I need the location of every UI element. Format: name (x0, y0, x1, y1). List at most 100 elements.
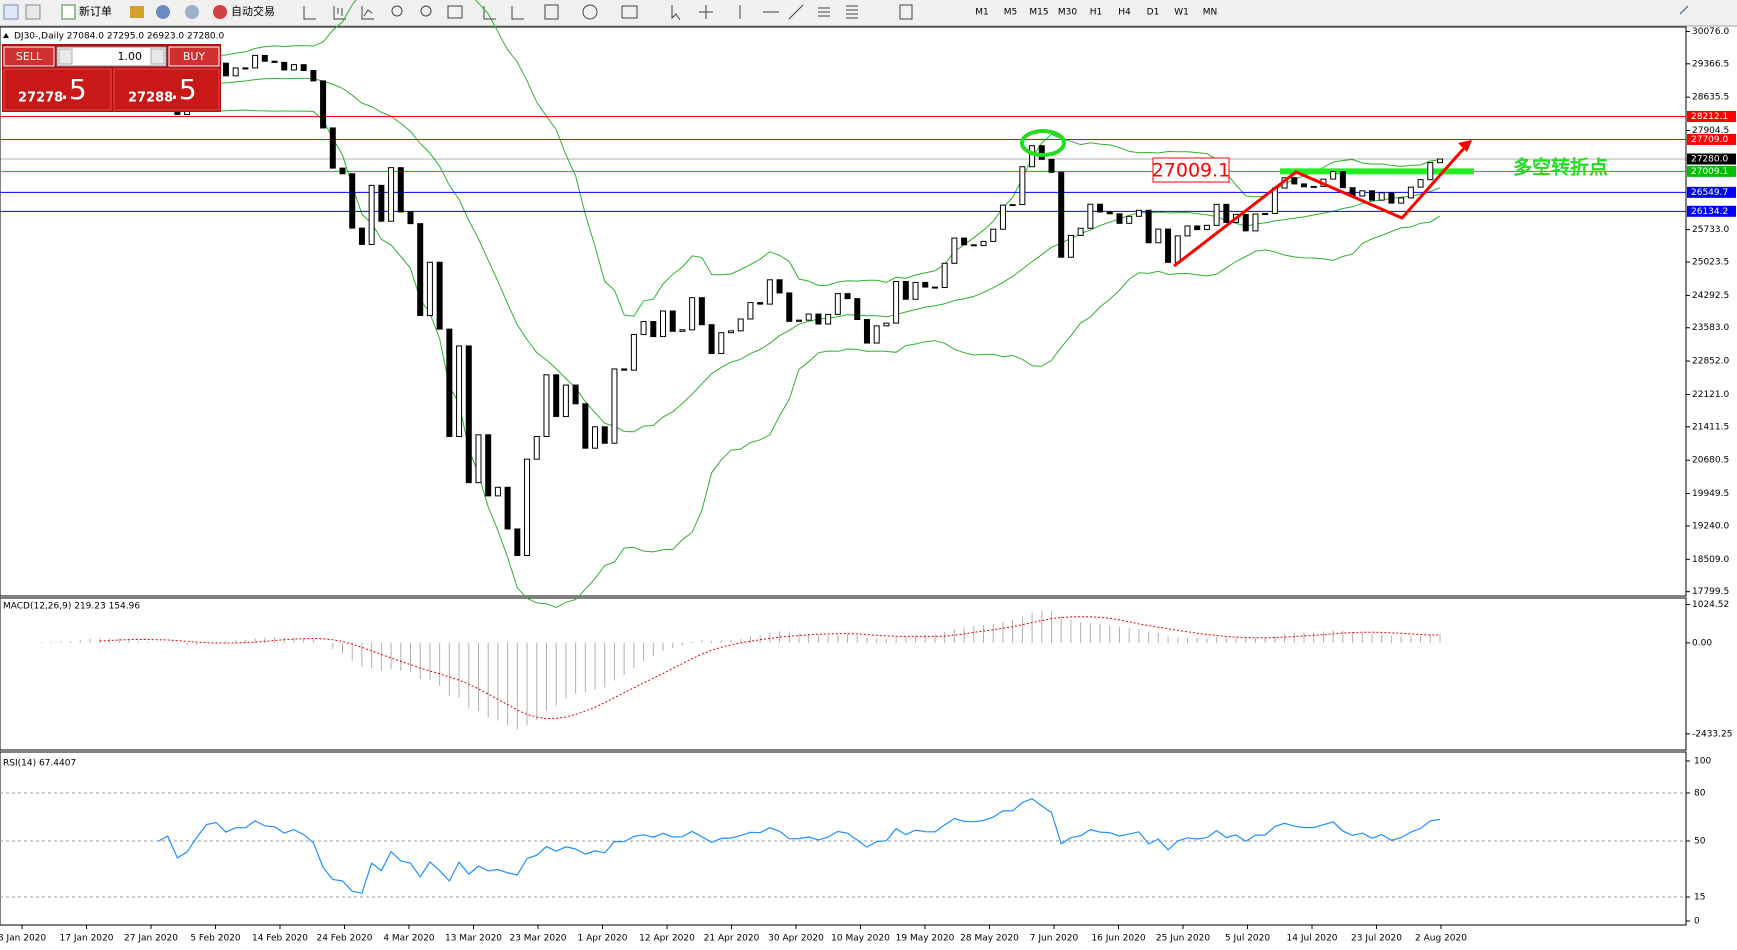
ask-box[interactable] (113, 68, 220, 111)
icon[interactable] (846, 5, 858, 19)
candle-body (834, 293, 841, 315)
candle-body (378, 184, 385, 222)
ask-pip[interactable]: .5 (170, 73, 197, 106)
new-order[interactable]: 新订单 (79, 4, 112, 18)
icon[interactable] (818, 7, 830, 17)
candle-body (514, 528, 521, 557)
timeframe-button[interactable]: D1 (1147, 8, 1160, 18)
buy-label[interactable]: BUY (183, 50, 206, 63)
candle-body (397, 167, 404, 213)
timeframe-button[interactable]: W1 (1174, 8, 1189, 18)
buy-button[interactable] (168, 46, 220, 67)
timeframe-button[interactable]: H1 (1090, 8, 1103, 18)
candle-body (737, 318, 744, 332)
candle-body (232, 67, 239, 77)
icon[interactable] (788, 4, 804, 20)
candle-body (902, 280, 909, 300)
candle-body (795, 319, 802, 322)
icon[interactable] (447, 5, 463, 19)
y-tick-label: 27904.5 (1692, 126, 1729, 136)
icon[interactable] (361, 6, 374, 20)
candle-body (290, 64, 297, 71)
collapse-icon[interactable] (3, 33, 9, 38)
candle-body (446, 328, 453, 438)
x-tick-label: 17 Jan 2020 (60, 934, 114, 944)
icon[interactable] (391, 5, 403, 17)
price-box-text: 27009.1 (1152, 160, 1231, 182)
lot-down[interactable] (58, 48, 73, 65)
icon[interactable] (185, 5, 199, 19)
x-tick-label: 10 May 2020 (831, 934, 890, 944)
timeframe-button[interactable]: M1 (975, 8, 989, 18)
bid-pip[interactable]: .5 (60, 73, 87, 106)
icon[interactable] (333, 6, 346, 20)
y-tick-label: 30076.0 (1692, 27, 1729, 37)
candle-body (524, 458, 531, 557)
timeframe-button[interactable]: H4 (1118, 8, 1131, 18)
sell-label[interactable]: SELL (16, 50, 43, 63)
y-tick-label: 28635.5 (1692, 93, 1729, 103)
bollinger-band (206, 0, 1441, 317)
icon[interactable] (420, 5, 432, 17)
icon[interactable] (130, 6, 144, 18)
icon[interactable] (899, 4, 913, 20)
candle-body (310, 70, 317, 82)
candle-body (766, 279, 773, 305)
candle-body (931, 286, 938, 289)
candle-body (1126, 215, 1133, 224)
candle-body (669, 310, 676, 332)
icon[interactable] (582, 4, 598, 20)
main-panel (0, 26, 1687, 597)
icon[interactable] (483, 6, 496, 20)
candle-body (261, 54, 268, 62)
candle-body (562, 384, 569, 418)
candle-body (621, 368, 628, 371)
icon[interactable] (1679, 5, 1689, 15)
auto-trade[interactable]: 自动交易 (231, 4, 275, 18)
icon[interactable] (25, 4, 41, 20)
icon[interactable] (671, 5, 681, 21)
icon[interactable] (621, 5, 638, 19)
candle-body (805, 313, 812, 321)
icon[interactable] (544, 4, 559, 20)
icon[interactable] (511, 6, 524, 20)
level-tag (1687, 133, 1736, 145)
lot-field[interactable] (56, 46, 167, 67)
candle-body (854, 298, 861, 320)
y-tick-label: 25023.5 (1692, 258, 1729, 268)
lot-value[interactable]: 1.00 (118, 50, 143, 63)
y-tick-label: 22852.0 (1692, 357, 1729, 367)
timeframe-button[interactable]: M30 (1058, 8, 1077, 18)
auto-trade-icon[interactable] (213, 5, 227, 19)
candle-body (1223, 203, 1230, 223)
icon[interactable] (156, 5, 170, 19)
bollinger-band (206, 109, 1441, 609)
y-tick-label: 29366.5 (1692, 59, 1729, 69)
candle-body (1271, 187, 1278, 215)
timeframe-button[interactable]: MN (1203, 8, 1218, 18)
ask-main[interactable]: 27288 (128, 91, 173, 106)
candle-body (592, 426, 599, 449)
candle-body (718, 332, 725, 355)
bid-main[interactable]: 27278 (18, 91, 63, 106)
timeframe-button[interactable]: M5 (1004, 8, 1018, 18)
bid-box[interactable] (3, 68, 112, 111)
candle-body (1097, 203, 1104, 213)
peak-circle (1020, 129, 1066, 157)
toolbar (0, 0, 1737, 26)
candle-body (1029, 145, 1036, 168)
candle-body (543, 374, 550, 438)
x-tick-label: 21 Apr 2020 (704, 934, 760, 944)
lot-up[interactable] (150, 48, 165, 65)
candle-body (640, 321, 647, 336)
timeframe-button[interactable]: M15 (1029, 8, 1048, 18)
trend-lines (1173, 145, 1468, 268)
candle-body (1301, 183, 1308, 188)
icon[interactable] (3, 4, 19, 20)
icon[interactable] (699, 5, 713, 19)
sell-button[interactable] (3, 46, 55, 67)
icon[interactable] (303, 6, 316, 20)
new-order-icon[interactable] (61, 4, 76, 20)
pivot-text: 多空转折点 (1513, 156, 1608, 179)
candle-body (368, 184, 375, 245)
